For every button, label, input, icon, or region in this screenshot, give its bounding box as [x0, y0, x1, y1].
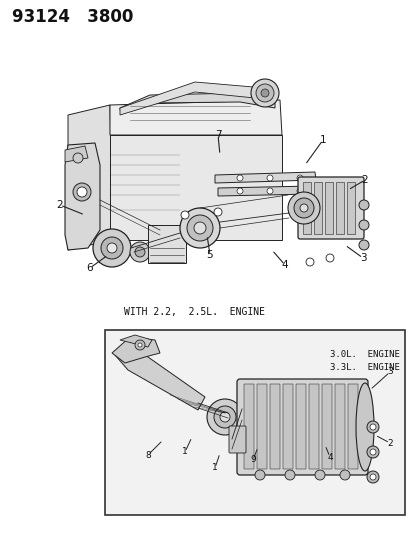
Bar [105, 330, 404, 515]
Circle shape [135, 340, 145, 350]
Text: 5: 5 [206, 250, 213, 260]
Polygon shape [214, 172, 315, 183]
Circle shape [101, 237, 123, 259]
Text: 9: 9 [249, 456, 255, 464]
Circle shape [180, 211, 189, 219]
Text: WITH 2.2,  2.5L.  ENGINE: WITH 2.2, 2.5L. ENGINE [124, 307, 265, 317]
Text: 2: 2 [361, 175, 368, 185]
Circle shape [358, 220, 368, 230]
Text: 1: 1 [182, 448, 188, 456]
Circle shape [77, 187, 87, 197]
Bar [334, 384, 344, 469]
Circle shape [284, 470, 294, 480]
Circle shape [73, 183, 91, 201]
Circle shape [107, 243, 117, 253]
Bar [346, 182, 354, 234]
Text: 3.3L.  ENGINE: 3.3L. ENGINE [329, 363, 399, 372]
Polygon shape [112, 337, 159, 363]
Circle shape [93, 229, 131, 267]
Circle shape [236, 188, 242, 194]
Bar [282, 384, 292, 469]
Circle shape [266, 175, 272, 181]
Circle shape [130, 242, 150, 262]
Bar [269, 384, 279, 469]
Bar [313, 182, 321, 234]
Bar [324, 182, 332, 234]
Circle shape [369, 474, 375, 480]
Text: 93124   3800: 93124 3800 [12, 8, 133, 26]
Text: 4: 4 [326, 453, 332, 462]
Circle shape [366, 446, 378, 458]
Circle shape [266, 188, 272, 194]
Circle shape [250, 79, 278, 107]
Circle shape [206, 399, 242, 435]
Polygon shape [115, 350, 204, 410]
Circle shape [236, 175, 242, 181]
Bar [302, 182, 310, 234]
Circle shape [305, 258, 313, 266]
Text: 1: 1 [319, 135, 325, 145]
Bar [147, 225, 185, 263]
Bar [295, 384, 305, 469]
Circle shape [358, 200, 368, 210]
FancyBboxPatch shape [228, 426, 245, 453]
Bar [321, 384, 331, 469]
Text: 8: 8 [145, 450, 150, 459]
Text: 3: 3 [359, 253, 366, 263]
Circle shape [214, 208, 221, 216]
Bar [243, 384, 254, 469]
Bar [347, 384, 357, 469]
FancyBboxPatch shape [297, 177, 363, 239]
Ellipse shape [355, 383, 373, 471]
Text: 2: 2 [57, 200, 63, 210]
Circle shape [339, 470, 349, 480]
Bar [256, 384, 266, 469]
Circle shape [287, 192, 319, 224]
Polygon shape [110, 100, 281, 135]
Circle shape [255, 84, 273, 102]
Text: 7: 7 [214, 130, 221, 140]
Polygon shape [110, 135, 281, 240]
Circle shape [293, 198, 313, 218]
Polygon shape [68, 105, 112, 250]
Circle shape [314, 470, 324, 480]
Circle shape [325, 254, 333, 262]
Circle shape [135, 247, 145, 257]
Polygon shape [120, 93, 274, 110]
Circle shape [219, 412, 230, 422]
Text: 3.0L.  ENGINE: 3.0L. ENGINE [329, 350, 399, 359]
Circle shape [296, 175, 302, 181]
Circle shape [138, 343, 142, 347]
Circle shape [296, 188, 302, 194]
Circle shape [254, 470, 264, 480]
Circle shape [260, 89, 268, 97]
Polygon shape [218, 186, 312, 196]
FancyBboxPatch shape [236, 379, 367, 475]
Circle shape [366, 421, 378, 433]
Text: 6: 6 [86, 263, 93, 273]
Circle shape [369, 424, 375, 430]
Text: 2: 2 [386, 439, 392, 448]
Bar [335, 182, 343, 234]
Polygon shape [120, 335, 152, 347]
Polygon shape [65, 143, 100, 250]
Circle shape [299, 204, 307, 212]
Circle shape [180, 208, 219, 248]
Polygon shape [65, 146, 88, 162]
Text: 3: 3 [386, 367, 392, 376]
Circle shape [73, 153, 83, 163]
Circle shape [194, 222, 206, 234]
Circle shape [366, 471, 378, 483]
Circle shape [187, 215, 212, 241]
Circle shape [369, 449, 375, 455]
Circle shape [214, 406, 235, 428]
Text: 1: 1 [211, 464, 217, 472]
Circle shape [358, 240, 368, 250]
Polygon shape [120, 82, 274, 115]
Bar [308, 384, 318, 469]
Text: 4: 4 [281, 260, 287, 270]
